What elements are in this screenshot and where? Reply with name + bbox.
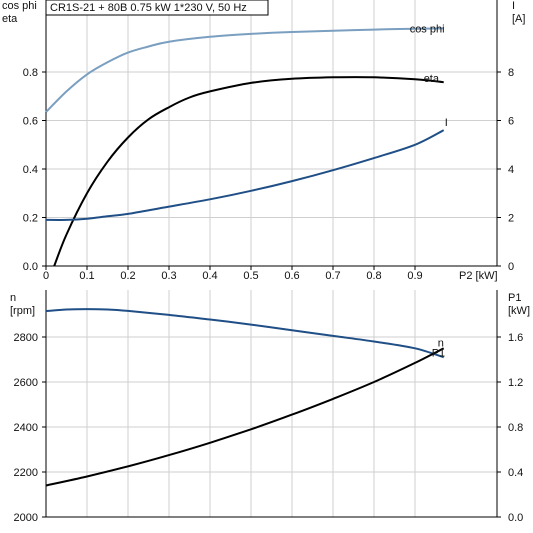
tick-label-x-1: 0.1 [79, 270, 94, 282]
series-line-cos-phi [45, 27, 444, 113]
tick-label-left-bottom-4: 2800 [14, 332, 38, 344]
chart-title: CR1S-21 + 80B 0.75 kW 1*230 V, 50 Hz [50, 2, 247, 14]
tick-label-right-top-4: 8 [508, 67, 514, 79]
axis-label-left-top-1: eta [2, 13, 18, 25]
axis-label-x: P2 [kW] [459, 270, 498, 282]
tick-label-right-bottom-3: 1.2 [508, 377, 523, 389]
series-line-I [45, 129, 445, 221]
axis-label-right-bottom-0: P1 [508, 292, 521, 304]
tick-label-left-top-3: 0.6 [23, 116, 38, 128]
tick-label-right-bottom-4: 1.6 [508, 332, 523, 344]
series-line-eta [53, 76, 444, 267]
axis-label-left-top-0: cos phi [2, 0, 37, 12]
tick-label-right-bottom-0: 0.0 [508, 512, 523, 524]
series-label-cos-phi: cos phi [410, 23, 445, 35]
axis-label-right-top-0: I [512, 0, 515, 12]
tick-label-left-bottom-1: 2200 [14, 467, 38, 479]
tick-label-x-4: 0.4 [202, 270, 217, 282]
series-line-n [45, 308, 445, 359]
series-label-I: I [445, 117, 448, 129]
axis-label-left-bottom-1: [rpm] [10, 305, 35, 317]
tick-label-left-bottom-2: 2400 [14, 422, 38, 434]
tick-label-right-top-3: 6 [508, 116, 514, 128]
axis-label-right-top-1: [A] [512, 13, 525, 25]
tick-label-x-5: 0.5 [243, 270, 258, 282]
tick-label-right-top-1: 2 [508, 213, 514, 225]
tick-label-x-7: 0.7 [325, 270, 340, 282]
tick-label-left-top-2: 0.4 [23, 164, 38, 176]
tick-label-x-2: 0.2 [120, 270, 135, 282]
tick-label-x-6: 0.6 [284, 270, 299, 282]
tick-label-right-bottom-2: 0.8 [508, 422, 523, 434]
tick-label-right-bottom-1: 0.4 [508, 467, 523, 479]
tick-label-left-top-0: 0.0 [23, 261, 38, 273]
tick-label-x-0: 0 [43, 270, 49, 282]
tick-label-left-bottom-0: 2000 [14, 512, 38, 524]
series-label-n: n [438, 337, 444, 349]
series-label-eta: eta [424, 73, 440, 85]
tick-label-right-top-2: 4 [508, 164, 514, 176]
tick-label-x-3: 0.3 [161, 270, 176, 282]
tick-label-left-top-4: 0.8 [23, 67, 38, 79]
axis-label-right-bottom-1: [kW] [508, 305, 530, 317]
series-line-P1 [45, 347, 445, 487]
tick-label-left-bottom-3: 2600 [14, 377, 38, 389]
tick-label-x-8: 0.8 [366, 270, 381, 282]
series-label-P1: P1 [432, 347, 445, 359]
tick-label-left-top-1: 0.2 [23, 213, 38, 225]
tick-label-x-9: 0.9 [407, 270, 422, 282]
top-title-box [45, 0, 269, 16]
axis-label-left-bottom-0: n [10, 292, 16, 304]
tick-label-right-top-0: 0 [508, 261, 514, 273]
